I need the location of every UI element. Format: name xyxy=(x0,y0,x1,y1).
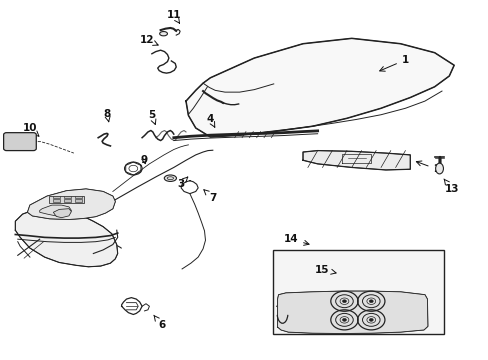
Polygon shape xyxy=(185,39,453,137)
Text: 5: 5 xyxy=(148,111,156,125)
Polygon shape xyxy=(303,150,409,170)
Polygon shape xyxy=(49,196,83,203)
Bar xyxy=(64,196,71,198)
Text: 11: 11 xyxy=(166,10,181,23)
Circle shape xyxy=(342,319,346,321)
Text: 4: 4 xyxy=(206,114,214,127)
Text: 13: 13 xyxy=(443,179,458,194)
Circle shape xyxy=(342,300,346,303)
Polygon shape xyxy=(277,291,427,333)
Text: 6: 6 xyxy=(154,315,165,330)
Text: 7: 7 xyxy=(203,190,216,203)
Circle shape xyxy=(368,319,372,321)
Polygon shape xyxy=(53,209,71,218)
Text: 14: 14 xyxy=(283,234,308,245)
Bar xyxy=(64,199,71,202)
Ellipse shape xyxy=(435,163,443,174)
Bar xyxy=(75,196,81,198)
Ellipse shape xyxy=(159,32,167,36)
Polygon shape xyxy=(15,211,118,267)
Bar xyxy=(53,196,60,198)
Bar xyxy=(75,199,81,202)
FancyBboxPatch shape xyxy=(3,133,36,150)
Bar xyxy=(53,199,60,202)
Text: 1: 1 xyxy=(379,55,408,71)
Text: 12: 12 xyxy=(140,35,158,45)
Text: 3: 3 xyxy=(177,177,187,189)
Polygon shape xyxy=(27,189,115,220)
Ellipse shape xyxy=(164,175,176,181)
Text: 15: 15 xyxy=(315,265,335,275)
Text: 10: 10 xyxy=(22,123,39,136)
Polygon shape xyxy=(40,205,71,217)
Text: 8: 8 xyxy=(103,109,110,122)
Circle shape xyxy=(368,300,372,303)
Text: 2: 2 xyxy=(415,161,440,174)
Text: 9: 9 xyxy=(141,155,148,165)
Bar xyxy=(272,250,444,334)
